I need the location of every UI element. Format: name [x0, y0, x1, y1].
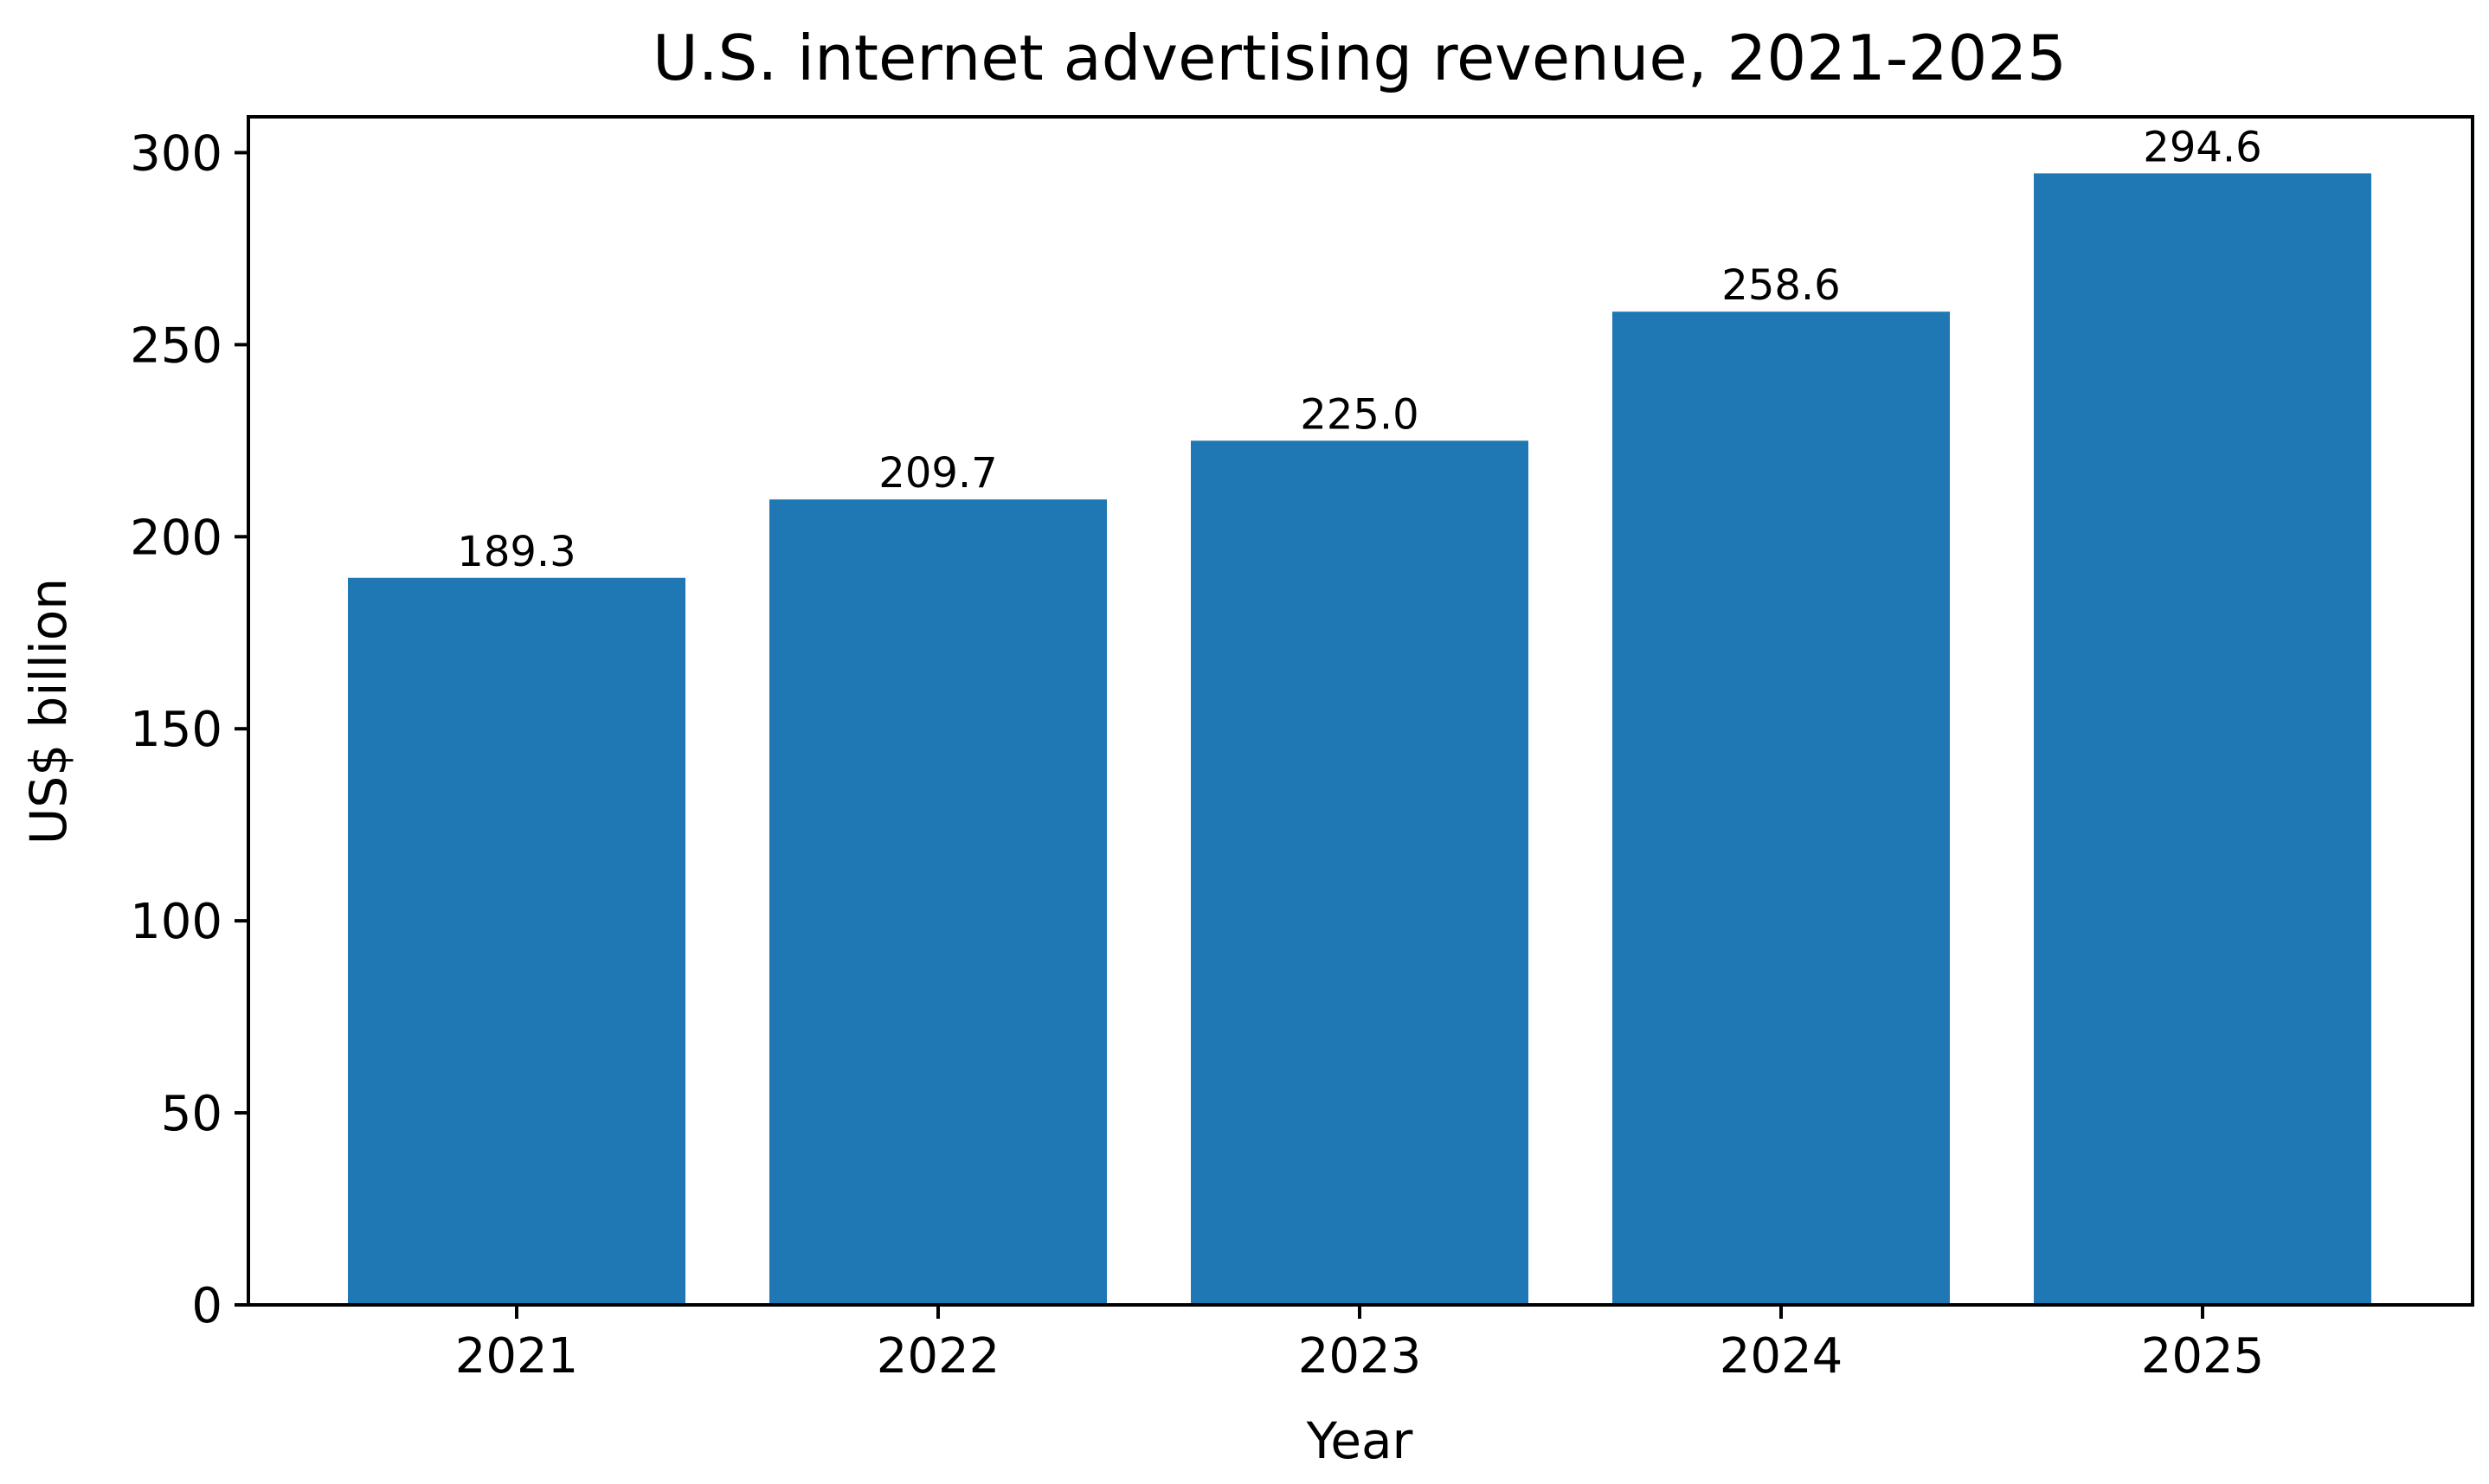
x-tick-label-2022: 2022 — [877, 1328, 1000, 1384]
bar-2023 — [1191, 440, 1528, 1305]
y-tick-label-300: 300 — [130, 125, 222, 182]
y-tick-label-0: 0 — [191, 1278, 222, 1334]
y-axis-label: US$ billion — [19, 578, 78, 845]
y-tick-label-100: 100 — [130, 894, 222, 950]
y-tick-label-150: 150 — [130, 702, 222, 758]
y-tick-label-50: 50 — [161, 1086, 222, 1142]
value-label-2024: 258.6 — [1721, 261, 1840, 310]
value-labels-group: 189.3 209.7 225.0 258.6 294.6 — [457, 123, 2261, 575]
bar-2025 — [2034, 173, 2371, 1305]
x-tick-label-2024: 2024 — [1720, 1328, 1843, 1384]
value-label-2022: 209.7 — [878, 449, 997, 498]
x-tick-label-2021: 2021 — [455, 1328, 579, 1384]
x-tick-label-2023: 2023 — [1298, 1328, 1422, 1384]
bar-2021 — [348, 577, 685, 1305]
x-tick-label-2025: 2025 — [2141, 1328, 2265, 1384]
x-axis-ticks: 2021 2022 2023 2024 2025 — [455, 1305, 2265, 1384]
x-axis-label: Year — [1306, 1411, 1413, 1470]
y-tick-label-200: 200 — [130, 510, 222, 566]
value-label-2023: 225.0 — [1300, 390, 1418, 439]
value-label-2025: 294.6 — [2143, 123, 2261, 171]
y-tick-label-250: 250 — [130, 318, 222, 374]
value-label-2021: 189.3 — [457, 528, 576, 576]
bars-group — [348, 173, 2371, 1305]
bar-2022 — [769, 499, 1107, 1305]
y-axis-ticks: 0 50 100 150 200 250 300 — [130, 125, 248, 1334]
chart-title: U.S. internet advertising revenue, 2021-… — [653, 22, 2067, 94]
bar-2024 — [1612, 312, 1950, 1305]
